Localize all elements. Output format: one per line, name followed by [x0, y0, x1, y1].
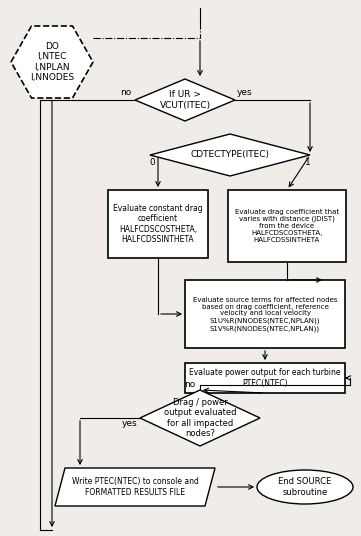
- Text: Write PTEC(NTEC) to console and
FORMATTED RESULTS FILE: Write PTEC(NTEC) to console and FORMATTE…: [71, 477, 199, 497]
- Polygon shape: [140, 390, 260, 446]
- Text: 0: 0: [149, 158, 155, 167]
- Text: CDTECTYPE(ITEC): CDTECTYPE(ITEC): [191, 151, 270, 160]
- Polygon shape: [150, 134, 310, 176]
- Text: yes: yes: [237, 88, 253, 97]
- Text: yes: yes: [121, 419, 137, 428]
- Bar: [108, 190, 208, 258]
- Text: Drag / power
output evaluated
for all impacted
nodes?: Drag / power output evaluated for all im…: [164, 398, 236, 438]
- Bar: [185, 280, 345, 348]
- Text: Evaluate power output for each turbine
PTEC(NTEC): Evaluate power output for each turbine P…: [189, 368, 341, 388]
- Text: Evaluate constant drag
coefficient
HALFCDSCOSTHETA,
HALFCDSSINTHETA: Evaluate constant drag coefficient HALFC…: [113, 204, 203, 244]
- Bar: [228, 190, 346, 262]
- Ellipse shape: [257, 470, 353, 504]
- Bar: [185, 363, 345, 393]
- Text: Evaluate drag coefficient that
varies with distance (JDIST)
from the device
HALF: Evaluate drag coefficient that varies wi…: [235, 209, 339, 243]
- Text: End SOURCE
subroutine: End SOURCE subroutine: [278, 477, 332, 497]
- Text: If UR >
VCUT(ITEC): If UR > VCUT(ITEC): [160, 90, 210, 110]
- Text: 1: 1: [305, 158, 311, 167]
- Text: no: no: [184, 380, 195, 389]
- Polygon shape: [11, 26, 93, 98]
- Text: DO
I,NTEC
I,NPLAN
I,NNODES: DO I,NTEC I,NPLAN I,NNODES: [30, 42, 74, 82]
- Text: Evaluate source terms for affected nodes
based on drag coefficient, reference
ve: Evaluate source terms for affected nodes…: [193, 296, 337, 331]
- Text: no: no: [120, 88, 131, 97]
- Polygon shape: [55, 468, 215, 506]
- Polygon shape: [135, 79, 235, 121]
